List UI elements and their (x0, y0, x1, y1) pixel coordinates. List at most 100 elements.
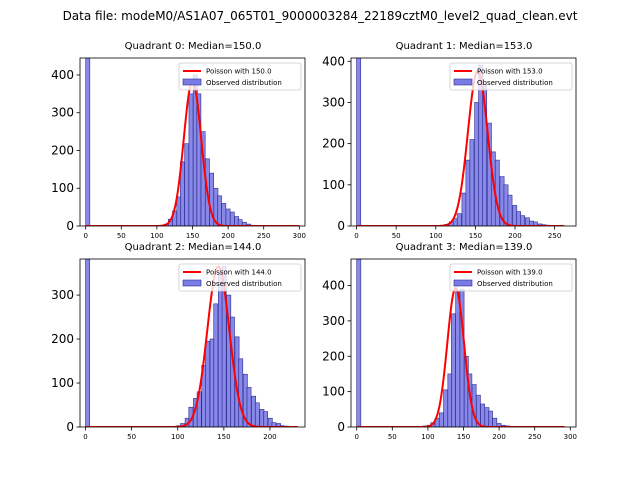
x-tick-label: 300 (293, 232, 306, 240)
legend-box (449, 62, 573, 91)
legend-box (449, 263, 573, 292)
histogram-bar (492, 417, 498, 427)
histogram-bar (225, 208, 231, 226)
histogram-bar (507, 194, 513, 226)
x-tick-label: 0 (354, 232, 358, 240)
y-tick-label: 100 (322, 178, 345, 192)
histogram-bar (85, 58, 91, 226)
legend-histogram-swatch (182, 279, 202, 287)
x-tick-label: 250 (257, 232, 270, 240)
legend: Poisson with 139.0 Observed distribution (449, 263, 573, 292)
x-tick-label: 50 (392, 232, 401, 240)
histogram-bar (516, 211, 522, 226)
x-tick-label: 250 (548, 232, 561, 240)
histogram-bar (451, 313, 456, 427)
histogram-bar (520, 215, 526, 226)
x-tick-label: 150 (186, 232, 199, 240)
y-tick-label: 300 (322, 314, 345, 328)
x-tick-label: 200 (492, 433, 505, 441)
legend-box (178, 62, 302, 91)
histogram-bar (205, 340, 210, 427)
histogram-bar (263, 411, 268, 427)
histogram-bar (184, 143, 190, 226)
x-tick-label: 150 (457, 433, 470, 441)
histogram-bar (532, 221, 538, 226)
y-tick-label: 200 (322, 349, 345, 363)
x-tick-label: 100 (429, 232, 442, 240)
histogram-bar (465, 159, 471, 226)
x-tick-label: 50 (117, 232, 126, 240)
histogram-bar (221, 203, 227, 226)
panel-quadrant-2: Quadrant 2: Median=144.0 0 50 100 150 200 0 10… (51, 242, 306, 441)
axes-frame (79, 258, 306, 428)
histogram-bar (356, 259, 362, 427)
panel-title: Quadrant 2: Median=144.0 (125, 242, 262, 253)
legend-box (178, 263, 302, 292)
histogram-bar (246, 387, 252, 427)
x-tick-label: 0 (83, 433, 87, 441)
x-tick-label: 200 (221, 232, 234, 240)
histogram-bar (188, 93, 194, 226)
legend-poisson-label: Poisson with 150.0 (206, 68, 272, 76)
poisson-curve (356, 286, 565, 427)
axes-frame (350, 57, 577, 227)
y-tick-label: 400 (51, 68, 74, 82)
histogram-bar (213, 303, 219, 427)
legend-histogram-label: Observed distribution (477, 280, 553, 288)
panel-quadrant-1: Quadrant 1: Median=153.0 0 50 100 150 200 250… (322, 41, 577, 240)
x-tick-label: 50 (127, 433, 136, 441)
histogram-bar (443, 389, 448, 427)
legend-histogram-label: Observed distribution (206, 280, 282, 288)
y-tick-label: 100 (51, 376, 74, 390)
x-tick-label: 150 (217, 433, 230, 441)
figure-suptitle: Data file: modeM0/AS1A07_065T01_90000032… (63, 9, 578, 23)
x-tick-label: 100 (171, 433, 184, 441)
histogram-bar (456, 213, 462, 226)
histogram-bar (85, 259, 91, 427)
histogram-bar (524, 217, 530, 226)
y-tick-label: 300 (51, 106, 74, 120)
y-tick-label: 100 (51, 181, 74, 195)
histogram-bar (276, 423, 281, 427)
y-tick-label: 200 (51, 332, 74, 346)
y-tick-label: 0 (337, 420, 345, 434)
legend-histogram-swatch (182, 78, 202, 86)
x-tick-label: 300 (564, 433, 577, 441)
histogram-bar (512, 205, 518, 226)
legend-histogram-swatch (453, 279, 473, 287)
legend-poisson-label: Poisson with 153.0 (477, 68, 543, 76)
x-tick-label: 200 (508, 232, 521, 240)
histogram-bar (254, 402, 260, 427)
y-tick-label: 400 (322, 54, 345, 68)
y-tick-label: 200 (51, 143, 74, 157)
y-tick-label: 300 (322, 95, 345, 109)
legend: Poisson with 144.0 Observed distribution (178, 263, 302, 292)
panel-quadrant-3: Quadrant 3: Median=139.0 0 50 100 150 200 250… (322, 242, 577, 441)
plot-area (356, 259, 565, 427)
panel-quadrant-0: Quadrant 0: Median=150.0 0 50 100 150 200 250… (51, 41, 306, 240)
legend: Poisson with 153.0 Observed distribution (449, 62, 573, 91)
y-tick-label: 0 (66, 219, 74, 233)
histogram-bar (238, 358, 244, 427)
x-tick-label: 0 (354, 433, 358, 441)
panel-title: Quadrant 1: Median=153.0 (396, 41, 533, 52)
x-tick-label: 200 (263, 433, 276, 441)
histogram-bar (469, 139, 475, 226)
histogram-bar (438, 412, 444, 427)
histogram-bar (356, 58, 362, 226)
x-tick-label: 250 (528, 433, 541, 441)
y-tick-label: 100 (322, 385, 345, 399)
histogram-bar (217, 195, 222, 226)
panel-title: Quadrant 3: Median=139.0 (396, 242, 533, 253)
legend: Poisson with 150.0 Observed distribution (178, 62, 302, 91)
y-tick-label: 0 (66, 420, 74, 434)
y-tick-label: 300 (51, 288, 74, 302)
x-tick-label: 100 (150, 232, 163, 240)
legend-poisson-label: Poisson with 144.0 (206, 269, 272, 277)
legend-histogram-swatch (453, 78, 473, 86)
panel-title: Quadrant 0: Median=150.0 (125, 41, 262, 52)
y-tick-label: 200 (322, 137, 345, 151)
x-tick-label: 0 (83, 232, 87, 240)
histogram-bar (503, 184, 509, 226)
